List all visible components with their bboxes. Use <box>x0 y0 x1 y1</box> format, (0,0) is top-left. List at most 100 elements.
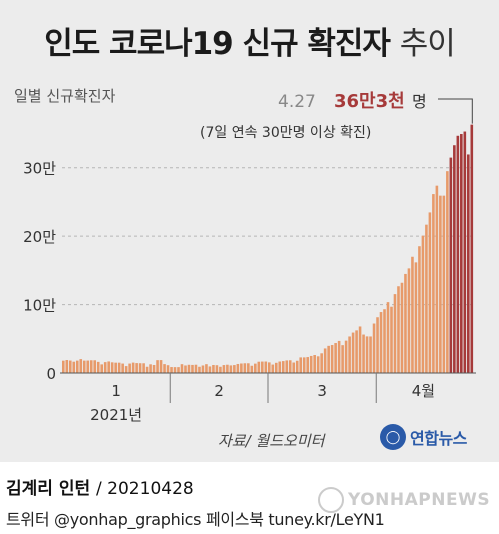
bar <box>425 224 428 373</box>
bar <box>295 360 299 373</box>
data-source: 자료/ 월드오미터 <box>218 432 325 450</box>
x-axis: 1 2 3 4월 2021년 <box>60 372 476 424</box>
x-tick-label: 4월 <box>412 382 435 400</box>
bar <box>107 361 110 373</box>
bar <box>194 364 198 373</box>
bar <box>470 124 474 373</box>
bar <box>254 363 257 373</box>
bar <box>309 355 313 373</box>
bar <box>208 366 212 373</box>
bar <box>243 363 247 373</box>
bar <box>316 356 320 373</box>
bar <box>93 360 97 373</box>
bar <box>446 171 449 373</box>
y-tick-label: 20만 <box>23 228 56 246</box>
x-tick-label: 2 <box>214 382 224 400</box>
bar <box>145 366 149 373</box>
bar <box>313 355 316 373</box>
bar <box>418 246 421 373</box>
bar <box>386 302 390 373</box>
annotation-leader-line <box>438 98 473 124</box>
bar <box>177 367 180 373</box>
bar <box>404 273 407 373</box>
bars <box>62 124 474 373</box>
bar <box>68 360 72 373</box>
bar <box>131 362 135 373</box>
bar <box>456 135 460 373</box>
chart-title: 인도 코로나19 신규 확진자 추이 <box>0 18 499 63</box>
yonhap-logo-icon: ◯ <box>380 424 406 450</box>
bar <box>163 364 166 373</box>
bar <box>432 194 435 373</box>
bar <box>142 363 145 373</box>
bar <box>219 366 222 373</box>
bar <box>348 336 351 373</box>
bar <box>306 357 309 373</box>
bar <box>250 365 254 373</box>
bar <box>152 364 156 373</box>
bar <box>86 360 90 373</box>
bar <box>278 361 282 373</box>
bar <box>337 340 341 373</box>
bar <box>411 256 414 373</box>
bar <box>383 309 386 373</box>
bar <box>439 195 442 373</box>
bar <box>180 364 184 373</box>
y-tick-label: 30만 <box>23 160 56 178</box>
yonhap-logo-text: 연합뉴스 <box>410 429 467 448</box>
bar <box>124 366 128 373</box>
bar <box>138 363 142 373</box>
bar <box>285 360 289 373</box>
bar <box>117 362 121 373</box>
yonhap-logo: ◯ 연합뉴스 <box>380 422 496 452</box>
credit-line: 김계리 인턴 / 20210428 <box>6 474 194 499</box>
bar <box>103 362 107 373</box>
bar <box>114 362 117 373</box>
bar <box>110 362 114 373</box>
bar <box>198 366 201 373</box>
bar <box>271 364 275 373</box>
x-tick-label: 3 <box>317 382 327 400</box>
bar <box>128 363 131 373</box>
bar <box>96 361 100 373</box>
bar <box>327 345 330 373</box>
bar <box>341 345 344 373</box>
bar <box>75 360 79 373</box>
bar <box>205 364 208 373</box>
bar <box>65 360 69 373</box>
title-suffix: 추이 <box>399 26 456 62</box>
chart-background <box>0 0 499 462</box>
watermark-text: YONHAPNEWS <box>348 490 491 510</box>
bar <box>442 195 446 373</box>
x-tick-label: 1 <box>111 382 121 400</box>
annotation-note: (7일 연속 30만명 이상 확진) <box>200 125 371 141</box>
bar <box>121 363 124 373</box>
bar <box>229 365 233 373</box>
peak-annotation: 4.27 36만3천 명 (7일 연속 30만명 이상 확진) <box>200 91 473 141</box>
bar <box>414 262 418 373</box>
bar <box>191 364 194 373</box>
bar <box>173 367 177 373</box>
bar <box>274 362 278 373</box>
bar <box>323 348 327 373</box>
bar <box>82 360 86 373</box>
bar <box>460 134 463 373</box>
y-axis-labels: 0 10만 20만 30만 <box>23 160 56 383</box>
bar <box>226 364 229 373</box>
bar <box>467 154 470 373</box>
bar <box>330 345 334 373</box>
bar <box>369 336 372 373</box>
bar <box>302 357 306 373</box>
annotation-unit: 명 <box>412 92 427 111</box>
y-tick-label: 10만 <box>23 297 56 315</box>
bar <box>257 361 261 373</box>
bar <box>264 361 268 373</box>
bar <box>435 185 439 373</box>
bar <box>261 361 264 373</box>
bar <box>397 286 400 373</box>
bar <box>184 365 187 373</box>
bar <box>292 362 296 373</box>
bar <box>247 363 250 373</box>
chart-subtitle: 일별 신규확진자 <box>14 87 116 105</box>
bar <box>166 365 170 373</box>
